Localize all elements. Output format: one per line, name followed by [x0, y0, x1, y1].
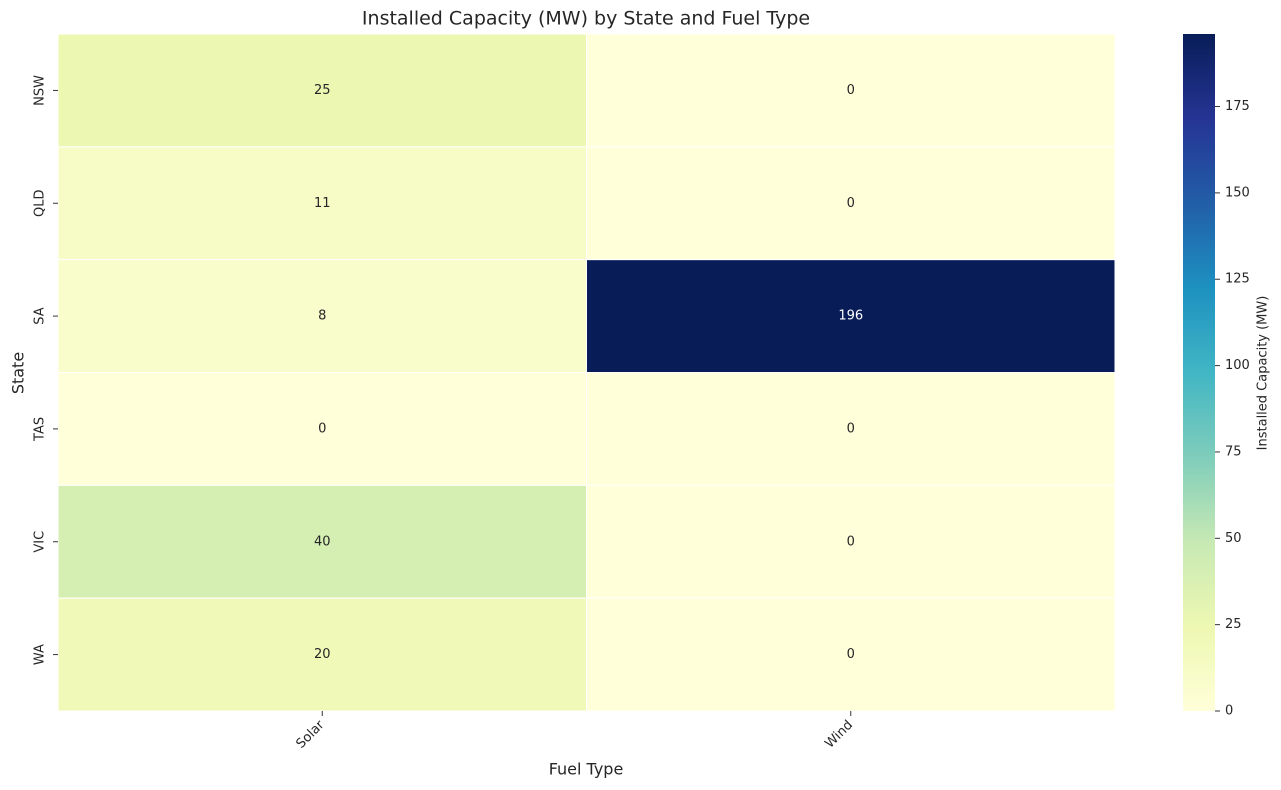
y-tick-label: VIC — [33, 531, 48, 553]
colorbar-tick-label: 100 — [1225, 358, 1250, 373]
cell-label: 0 — [847, 421, 855, 436]
x-tick-label: Solar — [294, 717, 328, 751]
colorbar-tick-label: 150 — [1225, 185, 1250, 200]
cell-label: 20 — [314, 647, 331, 662]
colorbar-tick-label: 175 — [1225, 99, 1250, 114]
cell-label: 0 — [847, 647, 855, 662]
heatmap-cell — [57, 33, 587, 148]
colorbar — [1183, 34, 1215, 711]
cell-label: 40 — [314, 534, 331, 549]
cell-label: 8 — [318, 309, 326, 324]
cell-label: 0 — [847, 83, 855, 98]
colorbar-label: Installed Capacity (MW) — [1256, 296, 1271, 451]
colorbar-tick-label: 75 — [1225, 444, 1242, 459]
x-tick-label: Wind — [822, 718, 856, 752]
heatmap-cell — [586, 146, 1116, 261]
cell-label: 0 — [318, 421, 326, 436]
heatmap-cell — [586, 33, 1116, 148]
chart-title: Installed Capacity (MW) by State and Fue… — [362, 8, 810, 30]
y-tick-label: SA — [33, 307, 48, 324]
colorbar-tick-label: 0 — [1225, 704, 1233, 719]
heatmap-cell — [586, 259, 1116, 373]
y-tick-label: WA — [33, 644, 48, 665]
cell-label: 196 — [838, 309, 863, 324]
cell-label: 11 — [314, 196, 331, 211]
heatmap-cell — [57, 146, 587, 261]
y-tick-label: TAS — [33, 417, 48, 442]
y-axis-label: State — [9, 352, 28, 394]
colorbar-tick-label: 50 — [1225, 531, 1242, 546]
heatmap-cell — [586, 597, 1116, 712]
cell-label: 25 — [314, 83, 331, 98]
heatmap-cell — [57, 259, 587, 373]
x-axis-label: Fuel Type — [549, 760, 624, 779]
heatmap-cell — [57, 372, 587, 486]
cell-label: 0 — [847, 196, 855, 211]
colorbar-tick-label: 125 — [1225, 272, 1250, 287]
colorbar-tick-label: 25 — [1225, 617, 1242, 632]
y-tick-label: QLD — [33, 190, 48, 218]
heatmap-cell — [586, 484, 1116, 599]
heatmap-cell — [586, 372, 1116, 486]
cell-label: 0 — [847, 534, 855, 549]
y-tick-label: NSW — [33, 75, 48, 106]
